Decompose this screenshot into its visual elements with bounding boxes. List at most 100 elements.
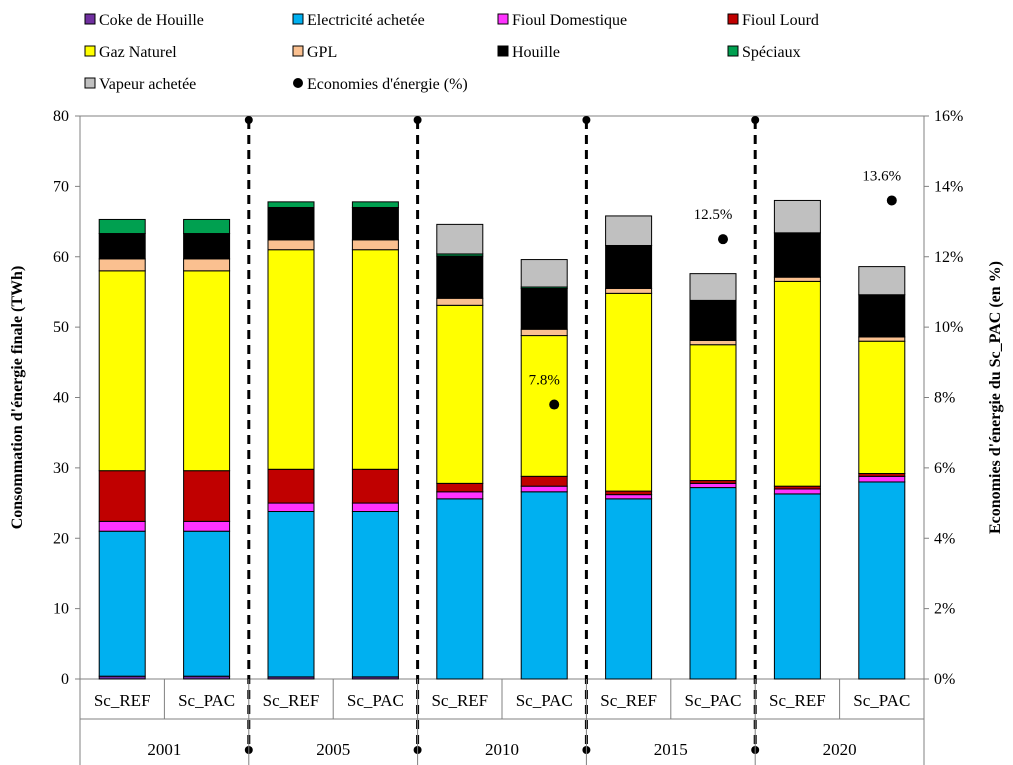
y2-tick-label: 0%	[934, 671, 955, 688]
bar-segment-gaz-naturel	[858, 340, 906, 475]
bar-segment-fioul-domestique	[351, 502, 399, 513]
legend-label: Coke de Houille	[99, 12, 204, 29]
bar-segment-houille	[436, 255, 484, 299]
separator-top-dot	[244, 116, 253, 124]
bar-segment-fioul-domestique	[858, 475, 906, 483]
bar-segment-gaz-naturel	[351, 249, 399, 470]
bar-segment-gpl	[351, 239, 399, 251]
bar-segment-vapeur-achetee	[605, 215, 653, 246]
bar-segment-houille	[858, 294, 906, 338]
y2-tick-label: 2%	[934, 601, 955, 618]
y2-tick-label: 6%	[934, 460, 955, 477]
savings-label: 12.5%	[694, 207, 733, 223]
y-tick-label: 80	[53, 108, 69, 125]
bar-segment-gpl	[436, 297, 484, 306]
legend-swatch-coke-de-houille	[84, 13, 96, 25]
y2-tick-label: 12%	[934, 249, 963, 266]
y-axis-title: Consommation d'énergie finale (TWh)	[9, 266, 26, 530]
bar-segment-speciaux	[183, 218, 231, 235]
bar-segment-vapeur-achetee	[436, 223, 484, 255]
y-tick-label: 60	[53, 249, 69, 266]
bar-segment-houille	[689, 299, 737, 341]
legend-label: Spéciaux	[742, 44, 801, 61]
bar-segment-fioul-lourd	[605, 490, 653, 496]
y2-tick-label: 8%	[934, 390, 955, 407]
category-label: Sc_PAC	[347, 691, 404, 710]
category-label: Sc_PAC	[684, 691, 741, 710]
group-label: 2015	[654, 740, 688, 759]
bar-segment-vapeur-achetee	[858, 266, 906, 296]
category-label: Sc_REF	[769, 691, 826, 710]
savings-point	[718, 234, 728, 245]
savings-label: 13.6%	[862, 168, 901, 184]
legend-swatch-fioul-lourd	[727, 13, 739, 25]
legend-marker-economies-d-energie	[293, 78, 303, 88]
bar-segment-gpl	[773, 276, 821, 282]
legend-swatch-vapeur-achetee	[84, 77, 96, 89]
bar-segment-electricite-achetee	[183, 530, 231, 677]
legend-label: Fioul Lourd	[742, 12, 819, 29]
category-label: Sc_PAC	[853, 691, 910, 710]
bar-segment-gaz-naturel	[773, 280, 821, 487]
y-tick-label: 30	[53, 460, 69, 477]
bar-segment-fioul-lourd	[436, 482, 484, 493]
legend-label: Economies d'énergie (%)	[307, 76, 468, 93]
bar-segment-gpl	[605, 287, 653, 294]
y-tick-label: 10	[53, 601, 69, 618]
bar-segment-gpl	[689, 339, 737, 346]
group-label: 2010	[485, 740, 519, 759]
bar-segment-electricite-achetee	[267, 511, 315, 678]
bar-segment-fioul-domestique	[98, 520, 146, 532]
legend-label: Houille	[512, 44, 560, 61]
y2-axis-title: Economies d'énergie du Sc_PAC (en %)	[987, 261, 1004, 534]
savings-label: 7.8%	[529, 373, 560, 389]
bar-segment-fioul-lourd	[183, 470, 231, 522]
bar-segment-fioul-domestique	[520, 485, 568, 493]
legend-label: Fioul Domestique	[512, 12, 627, 29]
legend-swatch-gaz-naturel	[84, 45, 96, 57]
bar-segment-houille	[267, 206, 315, 241]
legend-swatch-gpl	[292, 45, 304, 57]
bar-segment-fioul-domestique	[436, 491, 484, 500]
category-label: Sc_PAC	[516, 691, 573, 710]
legend-swatch-houille	[497, 45, 509, 57]
group-label: 2001	[147, 740, 181, 759]
legend-label: GPL	[307, 44, 337, 61]
bar-segment-gpl	[520, 328, 568, 337]
y-tick-label: 0	[61, 671, 69, 688]
bar-segment-houille	[605, 244, 653, 289]
bar-segment-electricite-achetee	[605, 498, 653, 680]
bar-segment-fioul-lourd	[520, 475, 568, 487]
category-label: Sc_REF	[94, 691, 151, 710]
legend: Coke de Houille Electricité achetée Fioul …	[84, 12, 819, 93]
legend-label: Vapeur achetée	[99, 76, 196, 93]
y-tick-label: 70	[53, 178, 69, 195]
bar-segment-gpl	[267, 239, 315, 251]
bar-segment-vapeur-achetee	[520, 259, 568, 288]
savings-points: 7.8% 12.5% 13.6%	[529, 168, 901, 410]
bar-segment-fioul-domestique	[183, 520, 231, 532]
savings-point	[886, 195, 897, 206]
year-separators	[244, 116, 760, 754]
bar-segment-gaz-naturel	[436, 304, 484, 484]
legend-swatch-electricite-achetee	[292, 13, 304, 25]
savings-point	[549, 399, 560, 410]
bars	[98, 199, 906, 680]
bar-segment-speciaux	[98, 218, 146, 235]
separator-top-dot	[413, 116, 422, 124]
bar-segment-fioul-domestique	[689, 482, 737, 489]
bar-segment-gpl	[858, 336, 906, 342]
legend-label: Electricité achetée	[307, 12, 425, 29]
category-label: Sc_REF	[600, 691, 657, 710]
bar-segment-fioul-lourd	[351, 468, 399, 504]
bar-segment-electricite-achetee	[773, 493, 821, 680]
category-label: Sc_PAC	[178, 691, 235, 710]
bar-segment-gaz-naturel	[183, 270, 231, 472]
bar-segment-electricite-achetee	[98, 530, 146, 677]
bar-segment-vapeur-achetee	[773, 199, 821, 234]
y2-tick-label: 16%	[934, 108, 963, 125]
bar-segment-gaz-naturel	[98, 270, 146, 472]
bar-segment-houille	[773, 232, 821, 278]
bar-segment-electricite-achetee	[689, 487, 737, 680]
